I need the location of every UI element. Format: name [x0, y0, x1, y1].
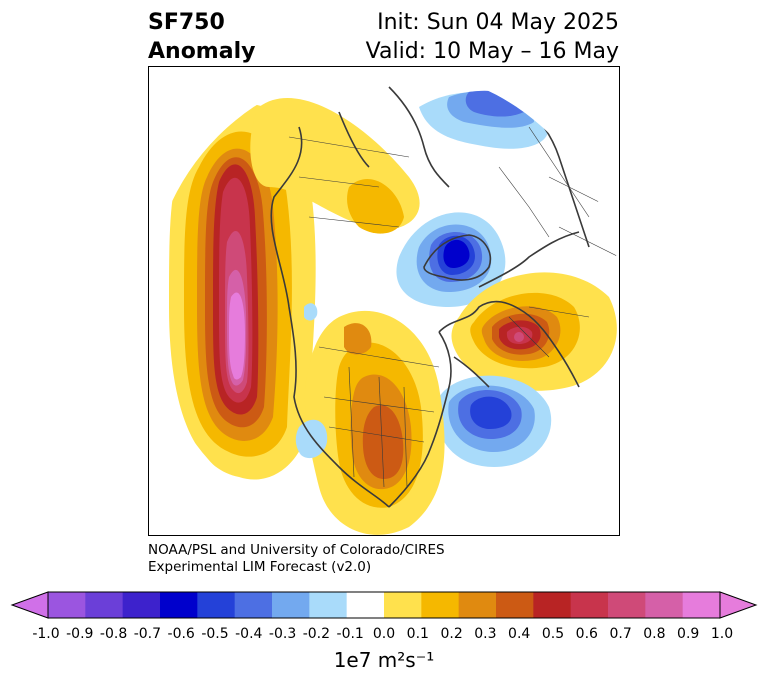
- map-title: SF750 Anomaly: [148, 8, 255, 66]
- forecast-dates: Init: Sun 04 May 2025 Valid: 10 May – 16…: [366, 8, 619, 66]
- colorbar-tick-label: -0.8: [99, 626, 128, 642]
- credit-line-1: NOAA/PSL and University of Colorado/CIRE…: [148, 542, 445, 558]
- colorbar-swatch: [48, 592, 86, 618]
- colorbar-tick-label: -0.6: [167, 626, 195, 642]
- colorbar-swatch: [645, 592, 684, 618]
- colorbar-units: 1e7 m²s⁻¹: [333, 648, 435, 672]
- colorbar-swatch: [122, 592, 161, 618]
- colorbar-border: [47, 591, 721, 619]
- colorbar-swatch: [421, 592, 460, 618]
- valid-range: Valid: 10 May – 16 May: [365, 39, 619, 64]
- colorbar-extend-high: [719, 591, 758, 619]
- colorbar-swatch: [197, 592, 236, 618]
- colorbar-tick-label: -0.9: [66, 626, 94, 642]
- colorbar-ticks: -1.0 -0.9 -0.8 -0.7 -0.6 -0.5 -0.4 -0.3 -0.2 -0.1…: [0, 626, 768, 646]
- anomaly-map: [148, 66, 620, 536]
- init-date: Init: Sun 04 May 2025: [377, 10, 619, 35]
- colorbar-graphic: [10, 591, 758, 619]
- title-quantity: Anomaly: [148, 39, 256, 64]
- colorbar-tick-label: -0.7: [133, 626, 162, 642]
- colorbar-swatch: [234, 592, 273, 618]
- colorbar-tick-label: 0.4: [508, 626, 531, 642]
- colorbar-swatch: [496, 592, 534, 618]
- colorbar-swatch: [384, 592, 422, 618]
- colorbar-tick-label: 0.5: [541, 626, 565, 642]
- colorbar-tick-label: 0.2: [440, 626, 463, 642]
- colorbar-swatch: [309, 592, 348, 618]
- colorbar-tick-label: 0.8: [643, 626, 666, 642]
- polar-stereographic-map: [149, 67, 619, 535]
- colorbar-tick-label: 0.7: [609, 626, 632, 642]
- colorbar-tick-label: -0.5: [201, 626, 229, 642]
- colorbar: [0, 588, 768, 688]
- credit-text: NOAA/PSL and University of Colorado/CIRE…: [148, 542, 445, 576]
- credit-line-2: Experimental LIM Forecast (v2.0): [148, 559, 372, 575]
- colorbar-swatch: [682, 592, 721, 618]
- colorbar-tick-label: -0.1: [336, 626, 364, 642]
- colorbar-extend-low: [10, 591, 49, 619]
- negative-anomaly-atlantic: [436, 375, 552, 467]
- colorbar-tick-label: 0.1: [406, 626, 429, 642]
- colorbar-swatch: [570, 592, 609, 618]
- colorbar-tick-label: 0.3: [474, 626, 497, 642]
- political-borders: [288, 126, 619, 488]
- positive-anomaly-north-america: [304, 310, 445, 535]
- colorbar-tick-label: 0.9: [677, 626, 700, 642]
- title-variable: SF750: [148, 10, 225, 35]
- positive-anomaly-west-ridge: [169, 104, 316, 480]
- colorbar-swatch: [533, 592, 572, 618]
- colorbar-swatch: [85, 592, 124, 618]
- negative-anomaly-west-us: [295, 419, 328, 459]
- colorbar-tick-label: -1.0: [32, 626, 60, 642]
- colorbar-tick-label: 0.6: [575, 626, 598, 642]
- colorbar-tick-label: 1.0: [710, 626, 734, 642]
- colorbar-swatch: [160, 592, 198, 618]
- colorbar-swatch: [346, 592, 385, 618]
- colorbar-swatch: [458, 592, 497, 618]
- colorbar-swatch: [608, 592, 646, 618]
- colorbar-swatch: [272, 592, 310, 618]
- colorbar-tick-label: -0.3: [268, 626, 297, 642]
- colorbar-tick-label: -0.2: [302, 626, 331, 642]
- colorbar-tick-label: -0.4: [235, 626, 263, 642]
- colorbar-tick-label: 0.0: [372, 626, 396, 642]
